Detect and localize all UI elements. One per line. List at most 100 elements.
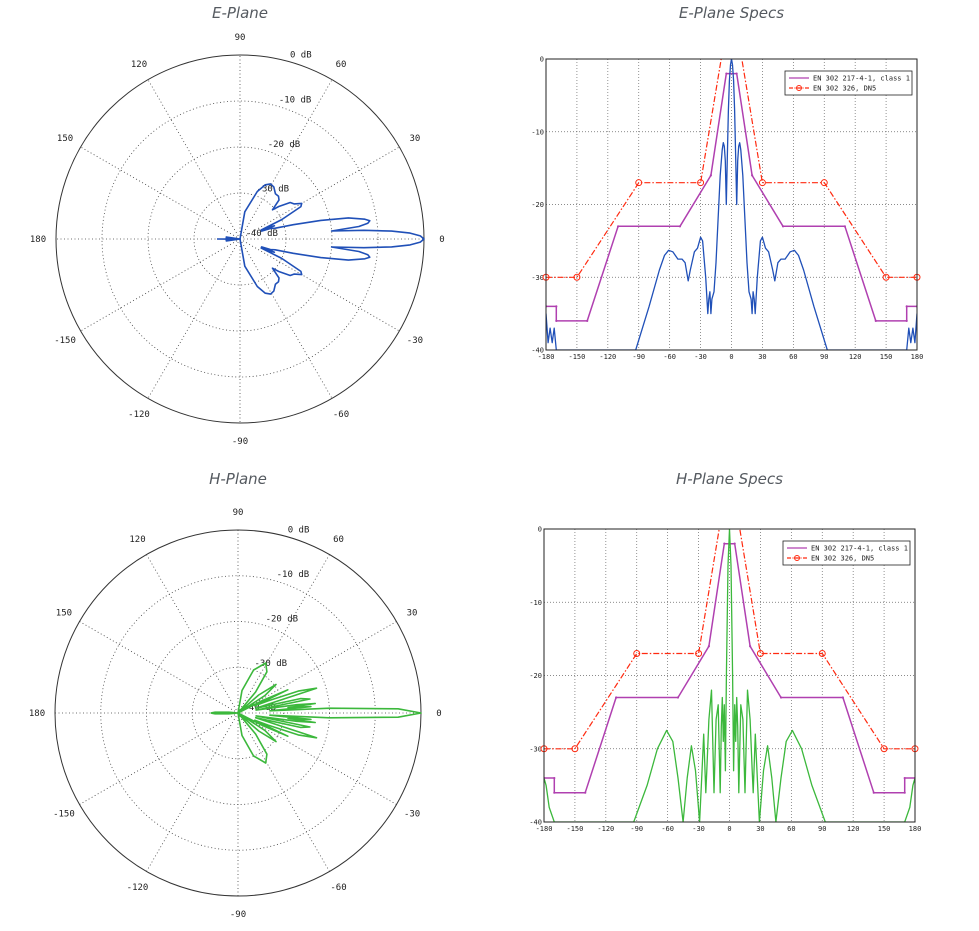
angle-tick-label: -90 — [232, 437, 248, 447]
legend: EN 302 217-4-1, class 1 EN 302 326, DN5 — [782, 540, 911, 566]
angle-tick-label: 90 — [233, 508, 244, 518]
mask-marker — [633, 650, 641, 658]
x-tick-label: -90 — [630, 825, 643, 833]
grid-spoke — [147, 238, 241, 399]
angle-tick-label: -30 — [407, 336, 423, 346]
angle-tick-label: -120 — [127, 883, 149, 893]
mask-vertex — [553, 791, 556, 794]
chart-title: H-Plane Specs — [676, 470, 783, 488]
legend-label: EN 302 326, DN5 — [811, 555, 874, 563]
mask-vertex — [615, 696, 618, 699]
y-tick-label: -40 — [531, 347, 544, 355]
axes-box — [545, 58, 918, 351]
angle-tick-label: 0 — [439, 235, 444, 245]
mask-vertex — [617, 225, 620, 228]
grid-spoke — [237, 621, 397, 714]
grid-spoke — [80, 146, 241, 240]
mask-vertex — [841, 696, 844, 699]
mask-marker — [573, 273, 581, 281]
angle-tick-label: 0 — [436, 709, 441, 719]
mask-vertex — [725, 72, 728, 75]
mask-vertex — [903, 776, 906, 780]
y-tick-label: -20 — [531, 201, 544, 209]
mask-vertex — [723, 542, 726, 545]
angle-tick-label: 150 — [57, 134, 73, 144]
mask-vertex — [781, 225, 785, 228]
spec-chart-e-plane-specs: E-Plane Specs -180 -150 -120 -90 -60 -30 0 30 60 9… — [531, 4, 923, 361]
angle-tick-label: 90 — [235, 33, 246, 43]
angle-tick-label: -30 — [404, 810, 420, 820]
legend-box — [784, 70, 913, 96]
mask-marker — [756, 650, 764, 658]
mask-vertex — [903, 791, 906, 794]
mask-marker — [571, 745, 579, 753]
legend-label: EN 302 217-4-1, class 1 — [813, 75, 910, 83]
grid-spoke — [239, 79, 333, 240]
angle-tick-label: -90 — [230, 910, 246, 920]
grid-spoke — [239, 238, 400, 332]
angle-tick-label: 60 — [336, 60, 347, 70]
ring-label: -10 dB — [279, 95, 312, 105]
x-tick-label: 120 — [847, 825, 860, 833]
chart-title: H-Plane — [209, 470, 267, 488]
ring-label: -10 dB — [277, 570, 310, 580]
grid-spoke — [146, 712, 239, 872]
mask-vertex — [709, 174, 712, 177]
y-tick-label: -40 — [529, 819, 542, 827]
mask-vertex — [735, 72, 738, 75]
y-tick-label: -30 — [529, 745, 542, 753]
grid-spoke — [147, 79, 241, 240]
angle-tick-label: -150 — [54, 336, 76, 346]
ring-label: -20 dB — [266, 614, 299, 624]
y-tick-label: 0 — [538, 526, 542, 534]
plot-lines — [546, 59, 917, 350]
ring-label: 0 dB — [288, 526, 310, 536]
plot-lines — [544, 529, 915, 822]
mask-vertex — [555, 319, 558, 322]
series-line-mask-217 — [546, 72, 917, 322]
series-line-mask-326 — [546, 59, 917, 278]
angle-tick-label: 120 — [129, 535, 145, 545]
x-tick-label: 0 — [727, 825, 731, 833]
chart-title: E-Plane — [212, 4, 268, 22]
mask-marker — [635, 179, 643, 187]
x-tick-label: 90 — [820, 353, 828, 361]
legend: EN 302 217-4-1, class 1 EN 302 326, DN5 — [784, 70, 913, 96]
angle-tick-label: -120 — [128, 410, 150, 420]
mask-vertex — [678, 225, 682, 228]
angle-tick-label: 60 — [333, 535, 344, 545]
spec-chart-h-plane-specs: H-Plane Specs -180 -150 -120 -90 -60 -30 0 30 60 9… — [529, 470, 921, 833]
mask-marker — [697, 179, 705, 187]
grid-spoke — [239, 238, 333, 399]
pattern-line — [210, 662, 422, 764]
ring-label: -40 dB — [245, 229, 278, 239]
grid-spoke — [239, 146, 400, 240]
pattern-line — [216, 183, 425, 295]
mask-vertex — [676, 696, 680, 699]
angle-tick-label: 30 — [407, 609, 418, 619]
mask-vertex — [733, 542, 736, 545]
chart-title: E-Plane Specs — [679, 4, 784, 22]
mask-vertex — [779, 696, 783, 699]
grid-spoke — [146, 554, 239, 714]
angle-tick-label: 150 — [56, 609, 72, 619]
legend-label: EN 302 217-4-1, class 1 — [811, 545, 908, 553]
mask-vertex — [843, 225, 846, 228]
ring-label: 0 dB — [290, 51, 312, 61]
mask-marker — [695, 650, 703, 658]
x-tick-label: -60 — [661, 825, 674, 833]
mask-vertex — [872, 791, 875, 794]
x-tick-label: 150 — [880, 353, 893, 361]
mask-vertex — [707, 645, 710, 648]
x-tick-label: -150 — [566, 825, 583, 833]
mask-marker — [880, 745, 888, 753]
mask-marker — [882, 273, 890, 281]
ring-label: -20 dB — [268, 140, 301, 150]
mask-vertex — [584, 791, 587, 794]
series-line-h-pattern — [544, 529, 915, 822]
mask-vertex — [905, 305, 908, 308]
grid-spoke — [237, 712, 397, 805]
x-tick-label: 180 — [909, 825, 922, 833]
x-tick-label: -180 — [536, 825, 553, 833]
x-tick-label: -120 — [599, 353, 616, 361]
